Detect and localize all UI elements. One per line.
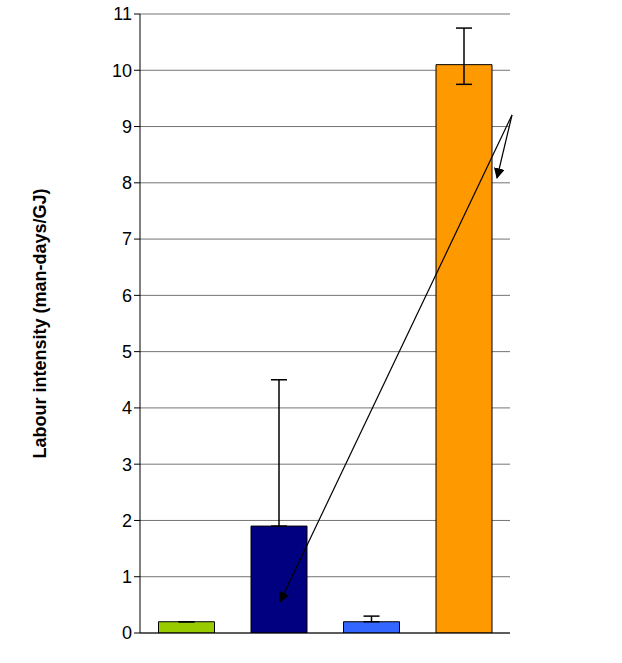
svg-text:4: 4 xyxy=(122,398,132,418)
svg-text:2: 2 xyxy=(122,511,132,531)
svg-text:11: 11 xyxy=(113,4,132,24)
svg-text:10: 10 xyxy=(112,61,132,81)
svg-text:0: 0 xyxy=(122,623,132,643)
svg-text:6: 6 xyxy=(122,286,132,306)
svg-text:9: 9 xyxy=(122,117,132,137)
svg-text:7: 7 xyxy=(122,229,132,249)
svg-text:5: 5 xyxy=(122,342,132,362)
svg-text:3: 3 xyxy=(122,455,132,475)
svg-text:1: 1 xyxy=(122,567,132,587)
svg-text:Labour intensity (man-days/GJ): Labour intensity (man-days/GJ) xyxy=(30,188,50,458)
svg-text:8: 8 xyxy=(122,173,132,193)
